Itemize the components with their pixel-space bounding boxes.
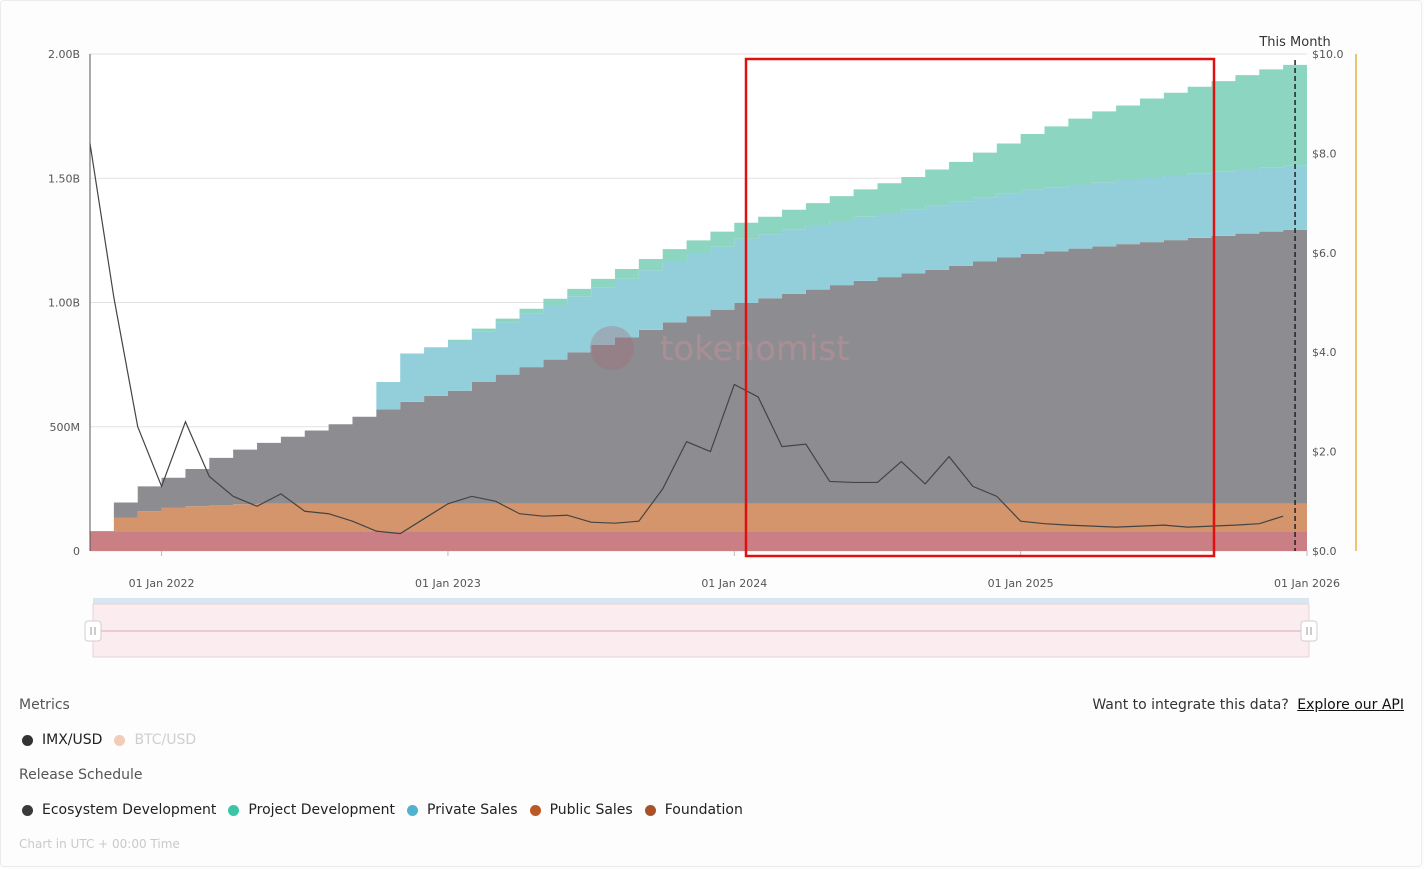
x-tick-label: 01 Jan 2022 (129, 577, 195, 590)
highlight-box (744, 57, 1216, 558)
release-schedule-chart: tokenomist 0 500M 1.00B 1.50B 2.00B $0.0 $2.0 $… (48, 35, 1357, 658)
y-right-tick-label: $0.0 (1312, 545, 1337, 558)
legend-label: BTC/USD (134, 732, 197, 748)
legend-label: Project Development (248, 802, 396, 818)
x-tick-label: 01 Jan 2023 (415, 577, 481, 590)
explore-api-link[interactable]: Explore our API (1297, 697, 1404, 713)
navigator-left-handle[interactable] (84, 620, 102, 642)
legend-label: Foundation (664, 802, 743, 818)
marker-layer: This Month (744, 35, 1331, 558)
area-foundation (90, 531, 1307, 551)
legend-label: Public Sales (549, 802, 633, 818)
range-selector[interactable] (84, 598, 1318, 658)
legend-dot-icon (228, 804, 240, 816)
y-left-tick-label: 0 (73, 545, 80, 558)
legend-label: IMX/USD (42, 732, 103, 748)
legend-dot-icon (407, 804, 419, 816)
legend-item-imx-usd[interactable]: IMX/USD (22, 732, 102, 748)
legend-label: Private Sales (427, 802, 518, 818)
y-right-tick-label: $6.0 (1312, 247, 1337, 260)
y-left-tick-label: 500M (50, 421, 81, 434)
release-legend: Ecosystem Development Project Developmen… (22, 802, 755, 818)
legend-dot-icon (529, 804, 541, 816)
y-right-tick-label: $8.0 (1312, 147, 1337, 160)
legend-dot-icon (114, 734, 126, 746)
api-note: Want to integrate this data? Explore our… (1092, 697, 1404, 713)
area-layer (90, 64, 1307, 551)
legend-dot-icon (22, 804, 33, 816)
y-right-tick-label: $4.0 (1312, 346, 1337, 359)
timezone-footnote: Chart in UTC + 00:00 Time (19, 837, 180, 851)
legend-label: Ecosystem Development (42, 802, 217, 818)
x-tick-label: 01 Jan 2024 (701, 577, 767, 590)
area-public-sales (90, 503, 1307, 532)
price-layer (89, 143, 1284, 535)
y-right-tick-label: $2.0 (1312, 446, 1337, 459)
area-private-sales (90, 165, 1307, 532)
axis-layer: 0 500M 1.00B 1.50B 2.00B $0.0 $2.0 $4.0 $6.0 $8.0… (48, 48, 1357, 590)
y-left-tick-label: 1.50B (48, 172, 80, 185)
navigator-right-handle[interactable] (1300, 620, 1318, 642)
y-left-tick-label: 1.00B (48, 297, 80, 310)
legend-item-foundation[interactable]: Foundation (644, 802, 743, 818)
release-schedule-heading: Release Schedule (19, 767, 143, 783)
api-note-text: Want to integrate this data? (1092, 697, 1289, 713)
legend-dot-icon (22, 734, 33, 746)
legend-item-btc-usd[interactable]: BTC/USD (114, 732, 196, 748)
metrics-heading: Metrics (19, 697, 70, 713)
y-left-tick-label: 2.00B (48, 48, 80, 61)
this-month-label: This Month (1258, 35, 1330, 50)
legend-dot-icon (644, 804, 656, 816)
legend-item-public-sales[interactable]: Public Sales (529, 802, 633, 818)
area-ecosystem-development (90, 229, 1307, 532)
y-right-tick-label: $10.0 (1312, 48, 1344, 61)
area-project-development (90, 64, 1307, 532)
x-tick-label: 01 Jan 2026 (1274, 577, 1340, 590)
watermark-logo-icon (590, 326, 634, 370)
legend-item-ecosystem-development[interactable]: Ecosystem Development (22, 802, 216, 818)
watermark: tokenomist (660, 329, 850, 369)
metrics-legend: IMX/USD BTC/USD (22, 732, 208, 748)
navigator-top-bar (93, 598, 1309, 604)
legend-item-private-sales[interactable]: Private Sales (407, 802, 518, 818)
price-line-imx-usd (89, 143, 1284, 535)
legend-item-project-development[interactable]: Project Development (228, 802, 395, 818)
x-tick-label: 01 Jan 2025 (988, 577, 1054, 590)
